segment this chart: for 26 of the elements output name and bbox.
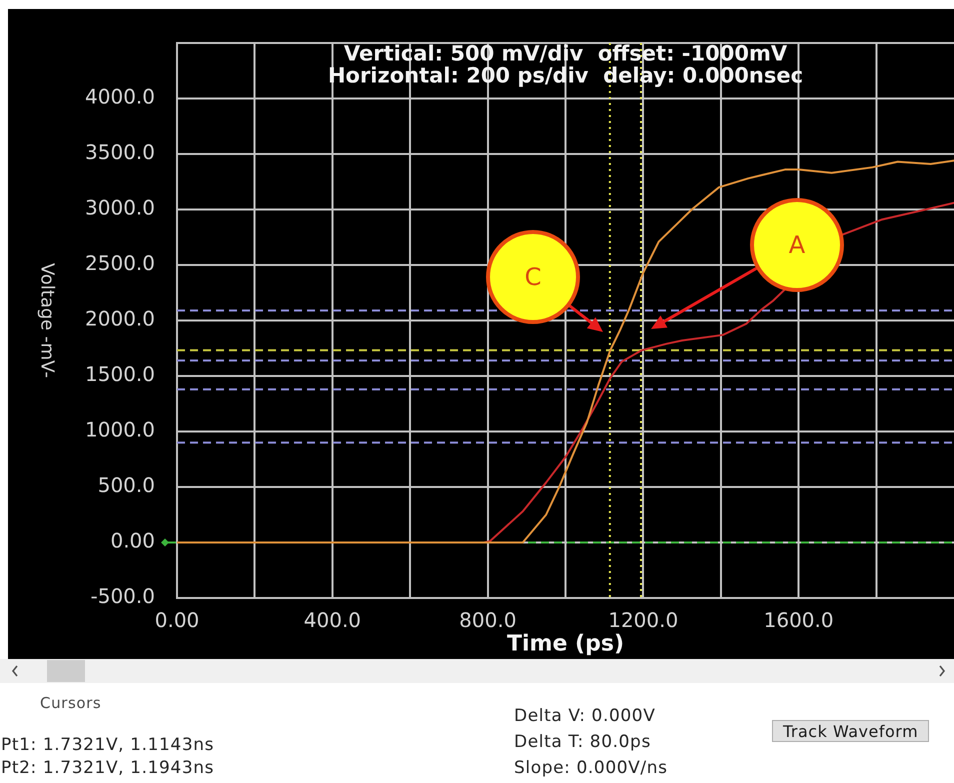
text: Cursors (40, 693, 102, 713)
text: Slope: 0.000V/ns (514, 758, 668, 778)
text: Pt1: 1.7321V, 1.1143ns (1, 735, 214, 755)
y-tick-label: 0.00 (110, 528, 155, 553)
y-tick-label: 3500.0 (85, 140, 155, 164)
x-tick-label: 1600.0 (764, 608, 834, 632)
x-tick-label: 0.00 (154, 608, 200, 632)
y-tick-label: 4000.0 (85, 84, 155, 109)
text: Delta V: 0.000V (514, 706, 656, 726)
text: Delta T: 80.0ps (514, 732, 651, 752)
y-axis-title: Voltage -mV- (36, 262, 58, 378)
annotation: A (788, 231, 806, 259)
y-tick-label: 1000.0 (85, 418, 155, 442)
y-tick-label: -500.0 (90, 584, 155, 608)
text: Pt2: 1.7321V, 1.1943ns (1, 758, 214, 778)
x-tick-label: 1200.0 (608, 608, 678, 632)
y-tick-label: 3000.0 (85, 196, 155, 220)
y-tick-label: 500.0 (98, 473, 155, 498)
button: Track Waveform (772, 720, 930, 742)
x-tick-label: 400.0 (304, 608, 362, 632)
y-tick-label: 1500.0 (85, 362, 155, 386)
y-tick-label: 2500.0 (85, 251, 155, 276)
y-tick-label: 2000.0 (85, 306, 155, 331)
x-tick-label: 800.0 (459, 608, 516, 632)
annotation: C (524, 263, 542, 291)
x-axis-title: Time (ps) (506, 632, 624, 657)
